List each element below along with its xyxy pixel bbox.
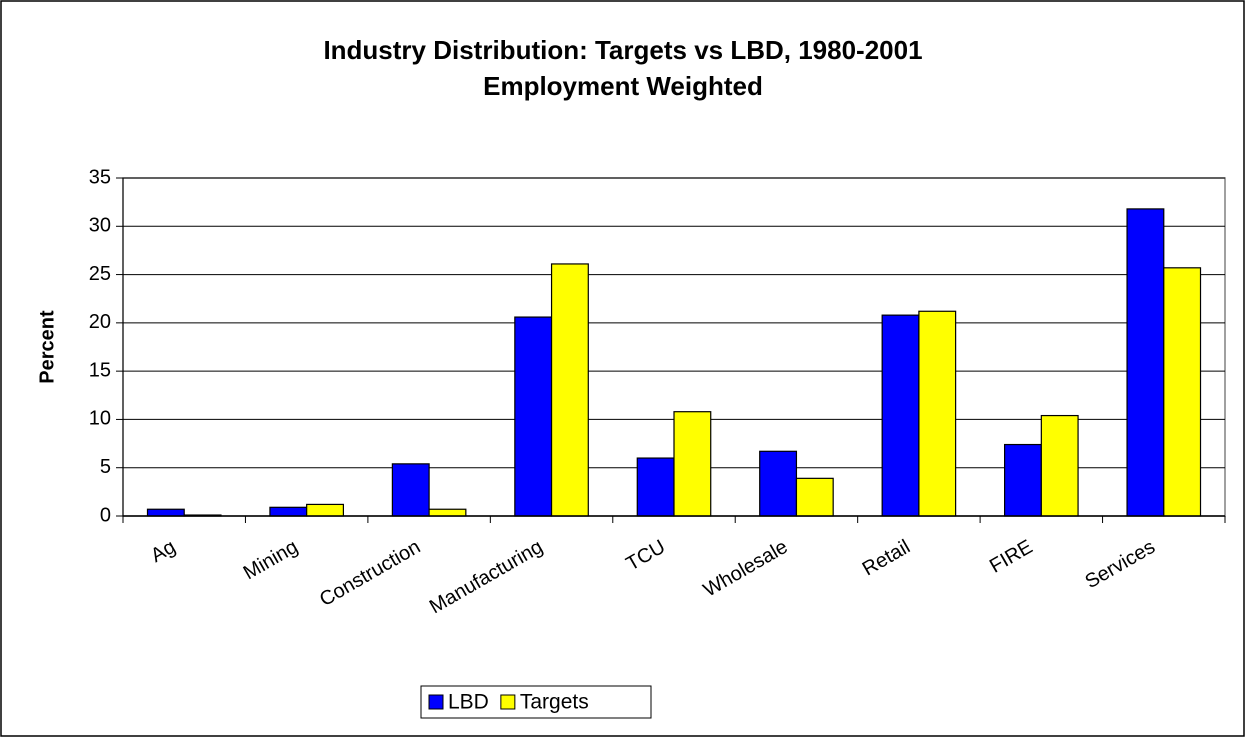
bar: [306, 503, 344, 517]
bar: [1040, 414, 1079, 517]
bar: [1126, 208, 1165, 517]
bar: [428, 508, 467, 517]
bar: [1003, 443, 1042, 517]
bar: [795, 477, 834, 517]
bar: [514, 316, 553, 517]
y-tick-label: 20: [89, 311, 111, 333]
y-tick-label: 15: [89, 359, 111, 381]
y-tick-label: 10: [89, 408, 111, 430]
bar: [881, 314, 920, 517]
chart-subtitle: Employment Weighted: [483, 71, 763, 101]
legend-swatch: [428, 694, 444, 710]
y-tick-label: 5: [100, 456, 111, 478]
chart-title: Industry Distribution: Targets vs LBD, 1…: [323, 35, 922, 65]
bar: [759, 450, 798, 517]
bar: [391, 463, 430, 517]
y-tick-label: 0: [100, 504, 111, 526]
bar: [550, 263, 589, 517]
y-tick-label: 35: [89, 166, 111, 188]
bar: [146, 508, 185, 517]
legend-label: LBD: [448, 691, 489, 714]
y-tick-label: 30: [89, 215, 111, 237]
bar: [269, 506, 308, 517]
legend-box: [420, 685, 652, 719]
y-axis-label: Percent: [36, 310, 58, 384]
bar: [918, 310, 957, 517]
bar: [673, 411, 712, 517]
bar: [1163, 267, 1202, 517]
legend-label: Targets: [520, 691, 589, 714]
bar: [636, 457, 675, 517]
y-tick-label: 25: [89, 263, 111, 285]
legend-swatch: [500, 694, 516, 710]
